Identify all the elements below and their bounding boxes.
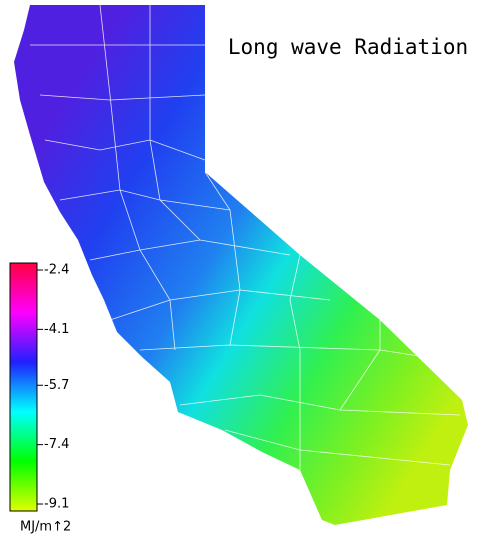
california <box>14 5 468 525</box>
unit-label: MJ/m↑2 <box>20 520 71 535</box>
county-lines <box>30 4 461 470</box>
tick-label: -9.1 <box>44 497 69 512</box>
colorbar <box>9 262 38 512</box>
tick-label: -5.7 <box>44 378 69 393</box>
legend: -2.4 -4.1 -5.7 -7.4 -9.1 MJ/m↑2 <box>9 262 71 535</box>
title: Long wave Radiation <box>228 35 468 59</box>
tick-label: -2.4 <box>44 262 69 277</box>
tick-label: -7.4 <box>44 437 69 452</box>
tick-label: -4.1 <box>44 322 69 337</box>
